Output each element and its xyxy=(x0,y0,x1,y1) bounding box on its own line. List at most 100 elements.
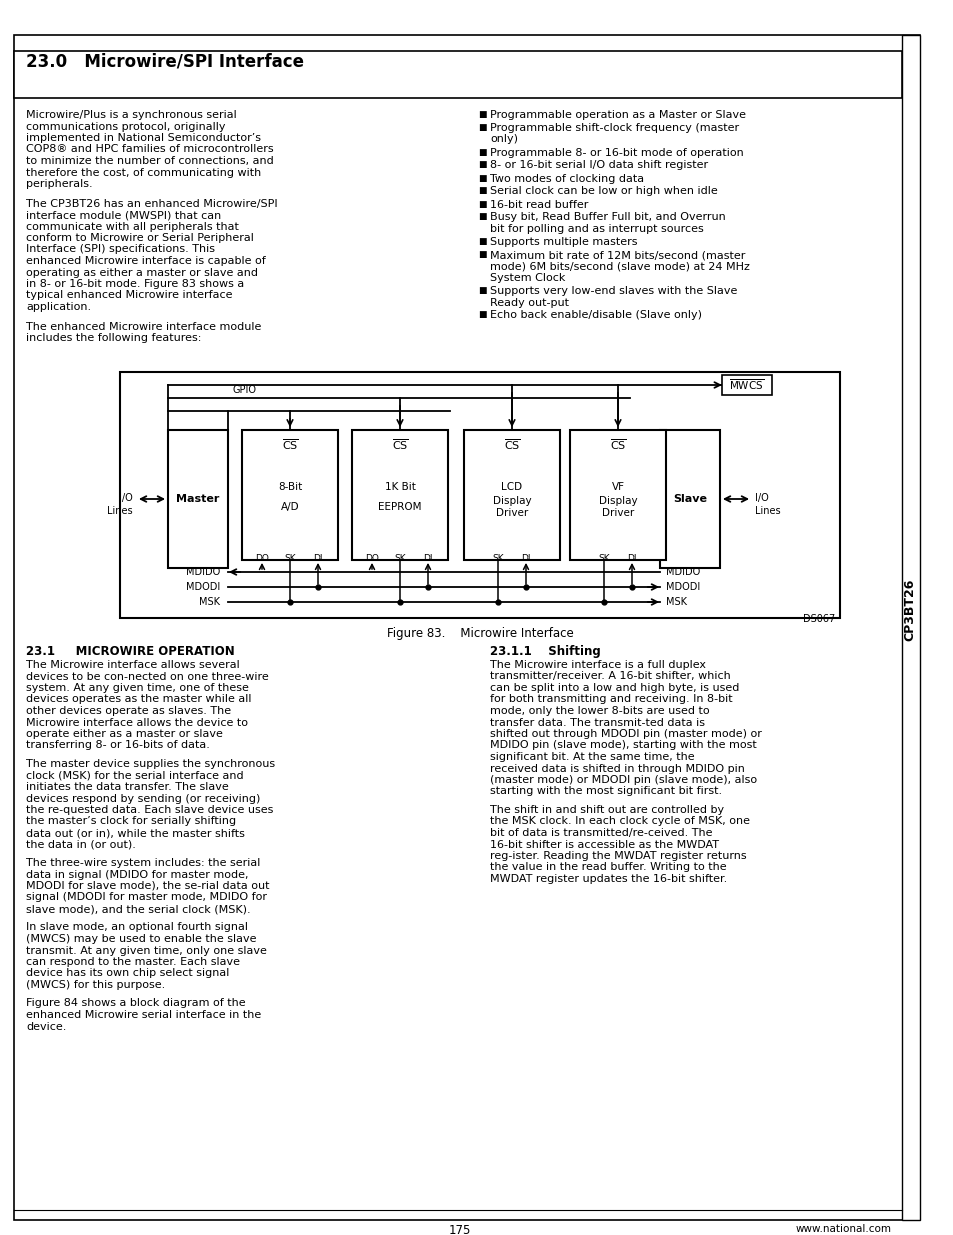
Text: peripherals.: peripherals. xyxy=(26,179,92,189)
Text: Ready out-put: Ready out-put xyxy=(490,298,568,308)
Text: Display
Driver: Display Driver xyxy=(598,496,637,517)
Text: conform to Microwire or Serial Peripheral: conform to Microwire or Serial Periphera… xyxy=(26,233,253,243)
Text: System Clock: System Clock xyxy=(490,273,565,283)
Text: Supports very low-end slaves with the Slave: Supports very low-end slaves with the Sl… xyxy=(490,287,737,296)
Text: Busy bit, Read Buffer Full bit, and Overrun: Busy bit, Read Buffer Full bit, and Over… xyxy=(490,212,725,222)
Bar xyxy=(14,51,901,98)
Text: ■: ■ xyxy=(477,200,486,209)
Text: bit of data is transmitted/re-ceived. The: bit of data is transmitted/re-ceived. Th… xyxy=(490,827,712,839)
Text: received data is shifted in through MDIDO pin: received data is shifted in through MDID… xyxy=(490,763,744,773)
Text: ■: ■ xyxy=(477,237,486,246)
Text: The enhanced Microwire interface module: The enhanced Microwire interface module xyxy=(26,321,261,331)
Text: MDODI: MDODI xyxy=(665,582,700,592)
Text: The Microwire interface is a full duplex: The Microwire interface is a full duplex xyxy=(490,659,705,671)
Bar xyxy=(569,430,665,559)
Bar xyxy=(659,430,720,568)
Text: for both transmitting and receiving. In 8-bit: for both transmitting and receiving. In … xyxy=(490,694,732,704)
Text: I/O: I/O xyxy=(754,493,768,503)
Text: implemented in National Semiconductor’s: implemented in National Semiconductor’s xyxy=(26,133,261,143)
Text: Supports multiple masters: Supports multiple masters xyxy=(490,237,637,247)
Text: enhanced Microwire interface is capable of: enhanced Microwire interface is capable … xyxy=(26,256,266,266)
Bar xyxy=(901,35,919,1220)
Text: In slave mode, an optional fourth signal: In slave mode, an optional fourth signal xyxy=(26,923,248,932)
Text: data in signal (MDIDO for master mode,: data in signal (MDIDO for master mode, xyxy=(26,869,248,879)
Text: MDIDO pin (slave mode), starting with the most: MDIDO pin (slave mode), starting with th… xyxy=(490,741,756,751)
Text: mode) 6M bits/second (slave mode) at 24 MHz: mode) 6M bits/second (slave mode) at 24 … xyxy=(490,262,749,272)
Text: ■: ■ xyxy=(477,124,486,132)
Text: Figure 83.    Microwire Interface: Figure 83. Microwire Interface xyxy=(386,627,573,640)
Text: other devices operate as slaves. The: other devices operate as slaves. The xyxy=(26,706,231,716)
Text: MDIDO: MDIDO xyxy=(665,567,700,577)
Text: significant bit. At the same time, the: significant bit. At the same time, the xyxy=(490,752,694,762)
Text: 8- or 16-bit serial I/O data shift register: 8- or 16-bit serial I/O data shift regis… xyxy=(490,161,707,170)
Text: SK: SK xyxy=(284,555,295,563)
Text: the master’s clock for serially shifting: the master’s clock for serially shifting xyxy=(26,816,236,826)
Text: DI: DI xyxy=(520,555,530,563)
Text: communicate with all peripherals that: communicate with all peripherals that xyxy=(26,221,238,231)
Text: The shift in and shift out are controlled by: The shift in and shift out are controlle… xyxy=(490,805,723,815)
Text: $\overline{\rm CS}$: $\overline{\rm CS}$ xyxy=(391,437,408,452)
Text: Echo back enable/disable (Slave only): Echo back enable/disable (Slave only) xyxy=(490,310,701,321)
Text: $\overline{\rm CS}$: $\overline{\rm CS}$ xyxy=(503,437,520,452)
Text: transfer data. The transmit-ted data is: transfer data. The transmit-ted data is xyxy=(490,718,704,727)
Text: slave mode), and the serial clock (MSK).: slave mode), and the serial clock (MSK). xyxy=(26,904,251,914)
Text: SK: SK xyxy=(492,555,503,563)
Text: Programmable 8- or 16-bit mode of operation: Programmable 8- or 16-bit mode of operat… xyxy=(490,147,743,158)
Text: MWDAT register updates the 16-bit shifter.: MWDAT register updates the 16-bit shifte… xyxy=(490,874,726,884)
Text: Lines: Lines xyxy=(108,506,132,516)
Text: Figure 84 shows a block diagram of the: Figure 84 shows a block diagram of the xyxy=(26,999,245,1009)
Text: (master mode) or MDODI pin (slave mode), also: (master mode) or MDODI pin (slave mode),… xyxy=(490,776,757,785)
Text: SK: SK xyxy=(394,555,405,563)
Text: Two modes of clocking data: Two modes of clocking data xyxy=(490,173,643,184)
Text: transferring 8- or 16-bits of data.: transferring 8- or 16-bits of data. xyxy=(26,741,210,751)
Text: can be split into a low and high byte, is used: can be split into a low and high byte, i… xyxy=(490,683,739,693)
Text: bit for polling and as interrupt sources: bit for polling and as interrupt sources xyxy=(490,224,703,233)
Text: can respond to the master. Each slave: can respond to the master. Each slave xyxy=(26,957,240,967)
Text: The CP3BT26 has an enhanced Microwire/SPI: The CP3BT26 has an enhanced Microwire/SP… xyxy=(26,199,277,209)
Text: 23.0   Microwire/SPI Interface: 23.0 Microwire/SPI Interface xyxy=(26,53,304,70)
Text: DO: DO xyxy=(254,555,269,563)
Text: devices respond by sending (or receiving): devices respond by sending (or receiving… xyxy=(26,794,260,804)
Text: I/O: I/O xyxy=(119,493,132,503)
Text: ■: ■ xyxy=(477,161,486,169)
Text: 175: 175 xyxy=(448,1224,471,1235)
Text: signal (MDODI for master mode, MDIDO for: signal (MDODI for master mode, MDIDO for xyxy=(26,893,267,903)
Text: device.: device. xyxy=(26,1021,67,1031)
Text: 8-Bit: 8-Bit xyxy=(277,482,302,492)
Text: Microwire interface allows the device to: Microwire interface allows the device to xyxy=(26,718,248,727)
Text: ■: ■ xyxy=(477,173,486,183)
Text: The master device supplies the synchronous: The master device supplies the synchrono… xyxy=(26,760,274,769)
Text: ■: ■ xyxy=(477,186,486,195)
Text: MDODI: MDODI xyxy=(186,582,220,592)
Text: the re-quested data. Each slave device uses: the re-quested data. Each slave device u… xyxy=(26,805,274,815)
Text: 23.1     MICROWIRE OPERATION: 23.1 MICROWIRE OPERATION xyxy=(26,645,234,658)
Text: includes the following features:: includes the following features: xyxy=(26,333,201,343)
Text: transmitter/receiver. A 16-bit shifter, which: transmitter/receiver. A 16-bit shifter, … xyxy=(490,672,730,682)
Text: Programmable shift-clock frequency (master: Programmable shift-clock frequency (mast… xyxy=(490,124,739,133)
Text: DI: DI xyxy=(423,555,433,563)
Text: Display
Driver: Display Driver xyxy=(492,496,531,517)
Text: LCD: LCD xyxy=(501,482,522,492)
Text: devices operates as the master while all: devices operates as the master while all xyxy=(26,694,252,704)
Text: CP3BT26: CP3BT26 xyxy=(902,579,916,641)
Text: 16-bit shifter is accessible as the MWDAT: 16-bit shifter is accessible as the MWDA… xyxy=(490,840,719,850)
Text: MDODI for slave mode), the se-rial data out: MDODI for slave mode), the se-rial data … xyxy=(26,881,269,890)
Text: DS067: DS067 xyxy=(801,614,834,624)
Bar xyxy=(120,372,840,618)
Text: the data in (or out).: the data in (or out). xyxy=(26,840,135,850)
Text: to minimize the number of connections, and: to minimize the number of connections, a… xyxy=(26,156,274,165)
Text: $\overline{\rm CS}$: $\overline{\rm CS}$ xyxy=(609,437,626,452)
Text: EEPROM: EEPROM xyxy=(377,501,421,513)
Text: transmit. At any given time, only one slave: transmit. At any given time, only one sl… xyxy=(26,946,267,956)
Text: system. At any given time, one of these: system. At any given time, one of these xyxy=(26,683,249,693)
Text: DI: DI xyxy=(626,555,636,563)
Text: Lines: Lines xyxy=(754,506,780,516)
Text: Programmable operation as a Master or Slave: Programmable operation as a Master or Sl… xyxy=(490,110,745,120)
Text: A/D: A/D xyxy=(280,501,299,513)
Text: The Microwire interface allows several: The Microwire interface allows several xyxy=(26,659,239,671)
Text: ■: ■ xyxy=(477,147,486,157)
Text: (MWCS) may be used to enable the slave: (MWCS) may be used to enable the slave xyxy=(26,934,256,944)
Text: ■: ■ xyxy=(477,310,486,320)
Text: ■: ■ xyxy=(477,110,486,119)
Text: The three-wire system includes: the serial: The three-wire system includes: the seri… xyxy=(26,858,260,868)
